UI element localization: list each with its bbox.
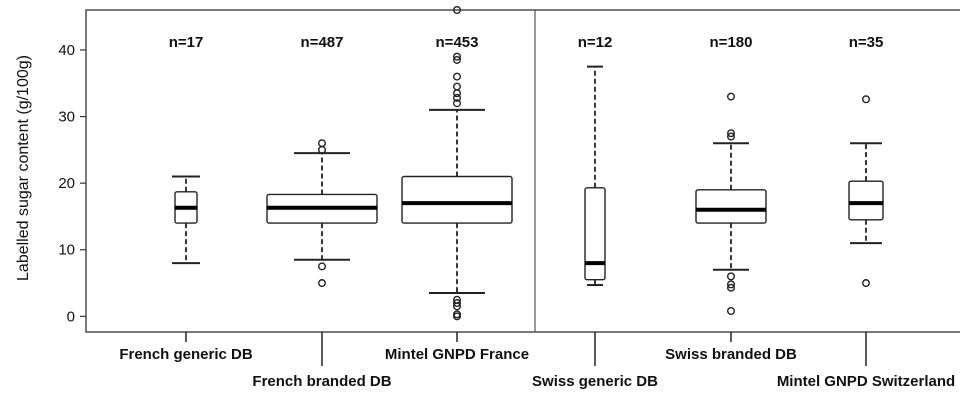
y-axis-label: Labelled sugar content (g/100g) — [15, 55, 32, 281]
box-iqr — [401, 175, 513, 224]
outlier-point — [453, 299, 462, 308]
outlier-point — [453, 312, 462, 321]
outlier-point — [453, 89, 462, 98]
outlier-point — [727, 129, 736, 138]
outlier-point — [727, 280, 736, 289]
n-label: n=453 — [436, 34, 479, 51]
box-iqr — [695, 189, 767, 224]
n-label: n=17 — [169, 34, 204, 51]
category-label: French branded DB — [252, 373, 391, 390]
category-label: Swiss generic DB — [532, 373, 658, 390]
outlier-point — [727, 92, 736, 101]
outlier-point — [318, 145, 327, 154]
outlier-point — [453, 5, 462, 14]
outlier-point — [727, 272, 736, 281]
plot-frame — [85, 9, 960, 333]
outlier-point — [453, 72, 462, 81]
y-tick-label: 30 — [58, 109, 75, 126]
outlier-point — [453, 99, 462, 108]
outlier-point — [453, 82, 462, 91]
category-label: Swiss branded DB — [665, 346, 797, 363]
outlier-point — [727, 283, 736, 292]
outlier-point — [453, 55, 462, 64]
outlier-point — [453, 93, 462, 102]
n-label: n=487 — [301, 34, 344, 51]
outlier-point — [453, 52, 462, 61]
n-label: n=12 — [578, 34, 613, 51]
outlier-point — [727, 132, 736, 141]
y-tick-label: 20 — [58, 175, 75, 192]
outlier-point — [453, 302, 462, 311]
y-tick-label: 10 — [58, 242, 75, 259]
outlier-point — [727, 307, 736, 316]
outlier-point — [318, 279, 327, 288]
n-label: n=35 — [849, 34, 884, 51]
n-label: n=180 — [710, 34, 753, 51]
outlier-point — [862, 95, 871, 104]
outlier-point — [862, 279, 871, 288]
category-label: French generic DB — [119, 346, 253, 363]
category-label: Mintel GNPD Switzerland — [777, 373, 955, 390]
category-label: Mintel GNPD France — [385, 346, 529, 363]
outlier-point — [318, 262, 327, 271]
y-tick-label: 40 — [58, 42, 75, 59]
outlier-point — [318, 139, 327, 148]
y-tick-label: 0 — [67, 308, 75, 325]
box-iqr — [848, 180, 884, 221]
box-iqr — [584, 187, 606, 281]
